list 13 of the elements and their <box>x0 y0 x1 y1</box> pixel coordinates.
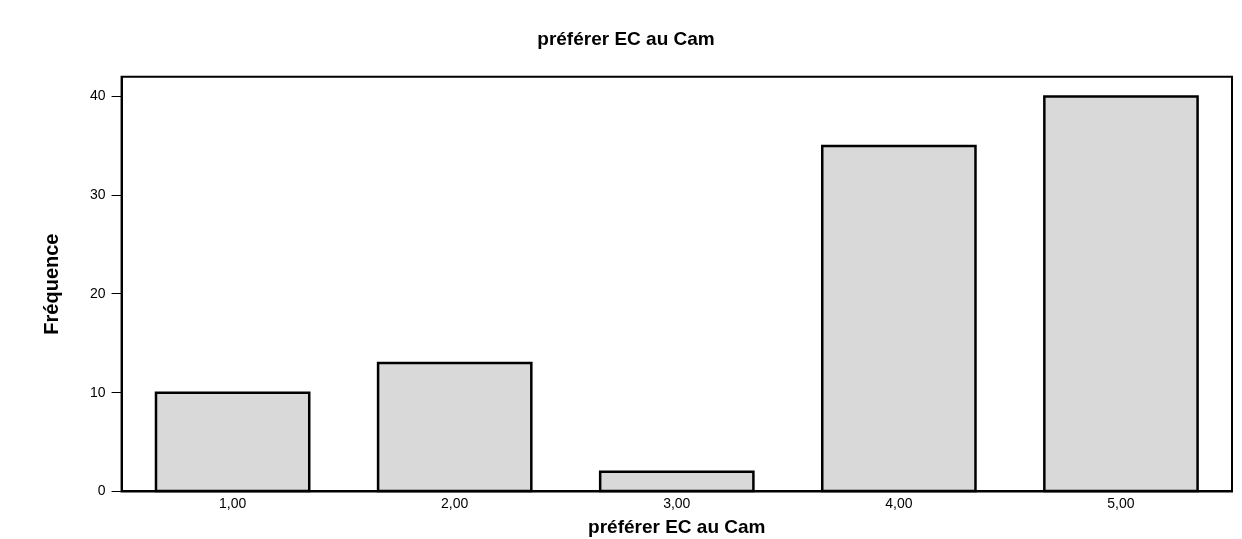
x-tick-label: 4,00 <box>885 494 913 511</box>
y-tick-label: 30 <box>89 186 106 203</box>
y-tick-label: 40 <box>89 87 106 104</box>
chart-title: préférer EC au Cam <box>537 27 715 49</box>
y-tick-label: 0 <box>97 482 106 499</box>
y-tick-label: 10 <box>89 383 106 400</box>
x-tick-label: 1,00 <box>218 494 247 511</box>
x-tick-label: 3,00 <box>663 494 691 511</box>
y-tick-label: 20 <box>89 284 106 301</box>
x-tick-label: 5,00 <box>1107 494 1135 511</box>
x-tick-label: 2,00 <box>441 494 469 511</box>
x-axis-title: préférer EC au Cam <box>588 515 766 537</box>
y-axis-title: Fréquence <box>39 233 62 335</box>
